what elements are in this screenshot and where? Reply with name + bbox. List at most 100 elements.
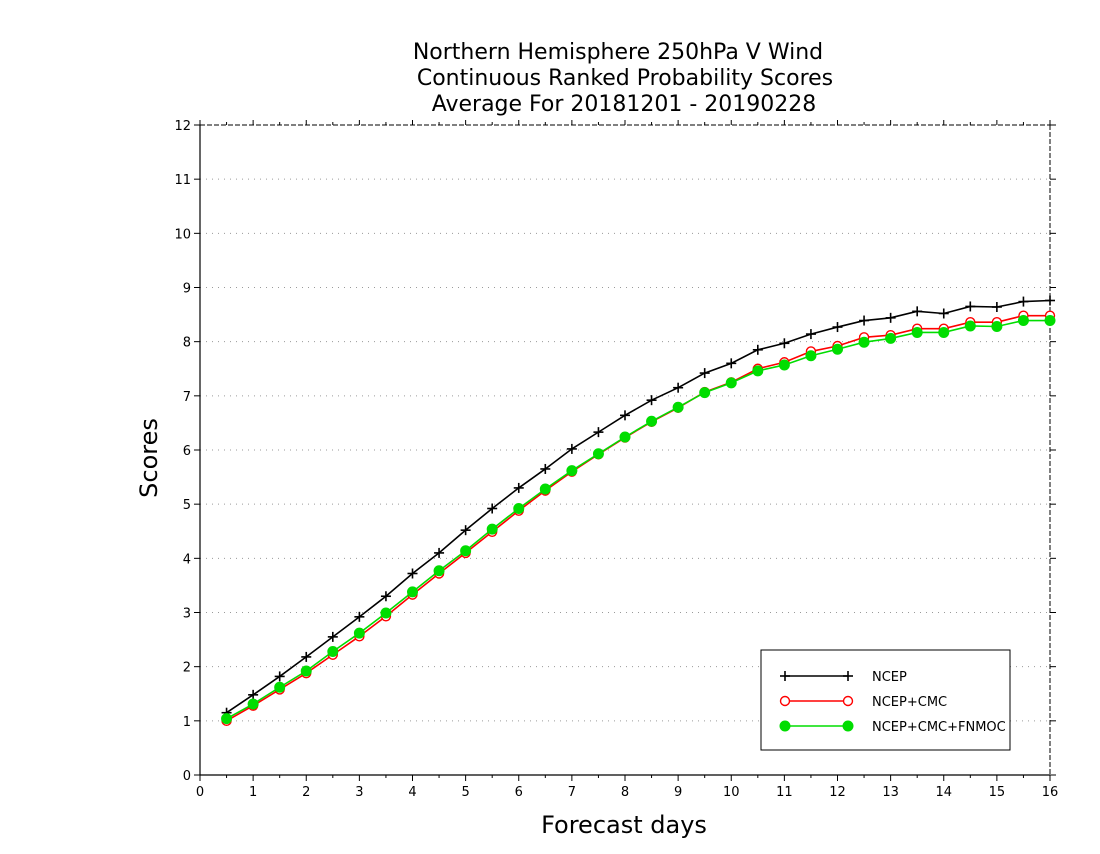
legend-marker-left-ncep-cmc-fnmoc (779, 720, 791, 732)
data-point-ncep (540, 463, 551, 474)
x-tick-label: 1 (249, 785, 257, 800)
data-point-ncep-cmc-fnmoc (699, 387, 711, 399)
y-tick-label: 4 (183, 552, 191, 567)
data-point-ncep (380, 591, 391, 602)
y-tick-label: 5 (183, 498, 191, 513)
x-tick-label: 2 (302, 785, 310, 800)
x-tick-label: 0 (196, 785, 204, 800)
data-point-ncep (407, 568, 418, 579)
x-tick-label: 12 (829, 785, 846, 800)
x-tick-label: 5 (461, 785, 469, 800)
legend-marker-left-ncep-cmc (779, 695, 791, 707)
data-point-ncep-cmc-fnmoc (778, 359, 790, 371)
data-point-ncep (327, 631, 338, 642)
data-point-ncep-cmc-fnmoc (991, 321, 1003, 332)
data-point-ncep-cmc-fnmoc (566, 465, 578, 477)
data-point-ncep-cmc-fnmoc (353, 627, 365, 639)
series-line-ncep (226, 299, 1051, 714)
x-tick-label: 7 (568, 785, 576, 800)
chart-title-line-2: Continuous Ranked Probability Scores (417, 66, 833, 91)
data-point-ncep-cmc-fnmoc (1017, 315, 1029, 327)
x-tick-label: 3 (355, 785, 363, 800)
data-point-ncep-cmc-fnmoc (433, 565, 445, 577)
x-tick-label: 16 (1042, 785, 1059, 800)
data-point-ncep (805, 329, 816, 340)
data-point-ncep-cmc-fnmoc (247, 698, 259, 710)
y-tick-label: 2 (183, 661, 191, 676)
y-tick-label: 3 (183, 607, 191, 622)
data-point-ncep (593, 427, 604, 438)
data-point-ncep (965, 301, 976, 312)
legend-marker-right-ncep-cmc (842, 695, 854, 707)
data-point-ncep-cmc-fnmoc (1044, 315, 1056, 327)
y-tick-label: 10 (174, 227, 191, 242)
legend-marker-left-ncep (780, 671, 790, 681)
legend-label-ncep-cmc: NCEP+CMC (872, 695, 947, 710)
data-point-ncep-cmc-fnmoc (486, 523, 498, 535)
legend-label-ncep: NCEP (872, 670, 907, 685)
x-tick-label: 14 (935, 785, 952, 800)
data-point-ncep-cmc-fnmoc (221, 713, 233, 725)
data-point-ncep (832, 322, 843, 333)
legend-label-ncep-cmc-fnmoc: NCEP+CMC+FNMOC (872, 720, 1006, 735)
data-point-ncep-cmc-fnmoc (619, 431, 631, 443)
data-point-ncep-cmc-fnmoc (274, 681, 286, 693)
data-point-ncep (779, 338, 790, 349)
y-axis-title: Scores (135, 418, 163, 498)
data-point-ncep-cmc-fnmoc (858, 336, 870, 348)
grid-layer (200, 178, 1050, 722)
data-point-ncep (248, 689, 259, 700)
data-point-ncep (1045, 295, 1055, 306)
data-point-ncep-cmc-fnmoc (327, 646, 339, 657)
data-point-ncep (673, 382, 684, 393)
chart-title: Northern Hemisphere 250hPa V Wind Contin… (413, 40, 833, 117)
x-tick-label: 13 (882, 785, 899, 800)
data-point-ncep (354, 611, 365, 622)
legend-box (760, 649, 1011, 751)
series-layer (221, 295, 1056, 727)
x-tick-label: 9 (674, 785, 682, 800)
data-point-ncep (301, 651, 312, 662)
legend-marker-right-ncep (843, 671, 853, 681)
x-tick-label: 15 (989, 785, 1006, 800)
data-point-ncep-cmc-fnmoc (752, 365, 764, 377)
data-point-ncep-cmc-fnmoc (725, 377, 737, 389)
data-point-ncep (620, 410, 630, 421)
y-tick-label: 12 (174, 119, 191, 134)
data-point-ncep (885, 312, 896, 323)
y-tick-label: 1 (183, 715, 191, 730)
legend: NCEP NCEP+CMC NCEP+CMC+FNMOC (760, 649, 1011, 751)
data-point-ncep-cmc-fnmoc (832, 343, 843, 355)
y-tick-label: 6 (183, 444, 191, 459)
data-point-ncep (434, 547, 445, 558)
data-point-ncep-cmc-fnmoc (513, 503, 525, 514)
data-point-ncep (912, 306, 923, 317)
x-axis-title: Forecast days (541, 811, 707, 839)
data-point-ncep (566, 443, 577, 454)
data-point-ncep-cmc-fnmoc (885, 332, 897, 344)
data-point-ncep (1018, 296, 1029, 307)
series-ncep-cmc-fnmoc (221, 315, 1056, 725)
x-tick-label: 8 (621, 785, 629, 800)
y-tick-label: 11 (174, 173, 191, 188)
data-point-ncep (699, 368, 710, 379)
chart-title-line-1: Northern Hemisphere 250hPa V Wind (413, 40, 823, 65)
data-point-ncep (859, 315, 870, 326)
legend-marker-right-ncep-cmc-fnmoc (842, 720, 854, 732)
legend-entry-ncep: NCEP (780, 670, 907, 685)
y-tick-label: 7 (183, 390, 191, 405)
data-point-ncep-cmc-fnmoc (646, 415, 658, 427)
data-point-ncep (726, 358, 737, 369)
data-point-ncep (274, 671, 285, 682)
data-point-ncep-cmc-fnmoc (300, 665, 312, 677)
data-point-ncep (513, 482, 524, 493)
y-tick-label: 0 (183, 769, 191, 784)
data-point-ncep-cmc-fnmoc (672, 401, 684, 413)
y-tick-label: 8 (183, 336, 191, 351)
data-point-ncep-cmc-fnmoc (964, 320, 976, 332)
x-tick-label: 10 (723, 785, 740, 800)
data-point-ncep-cmc-fnmoc (407, 586, 418, 598)
data-point-ncep-cmc-fnmoc (460, 545, 472, 557)
